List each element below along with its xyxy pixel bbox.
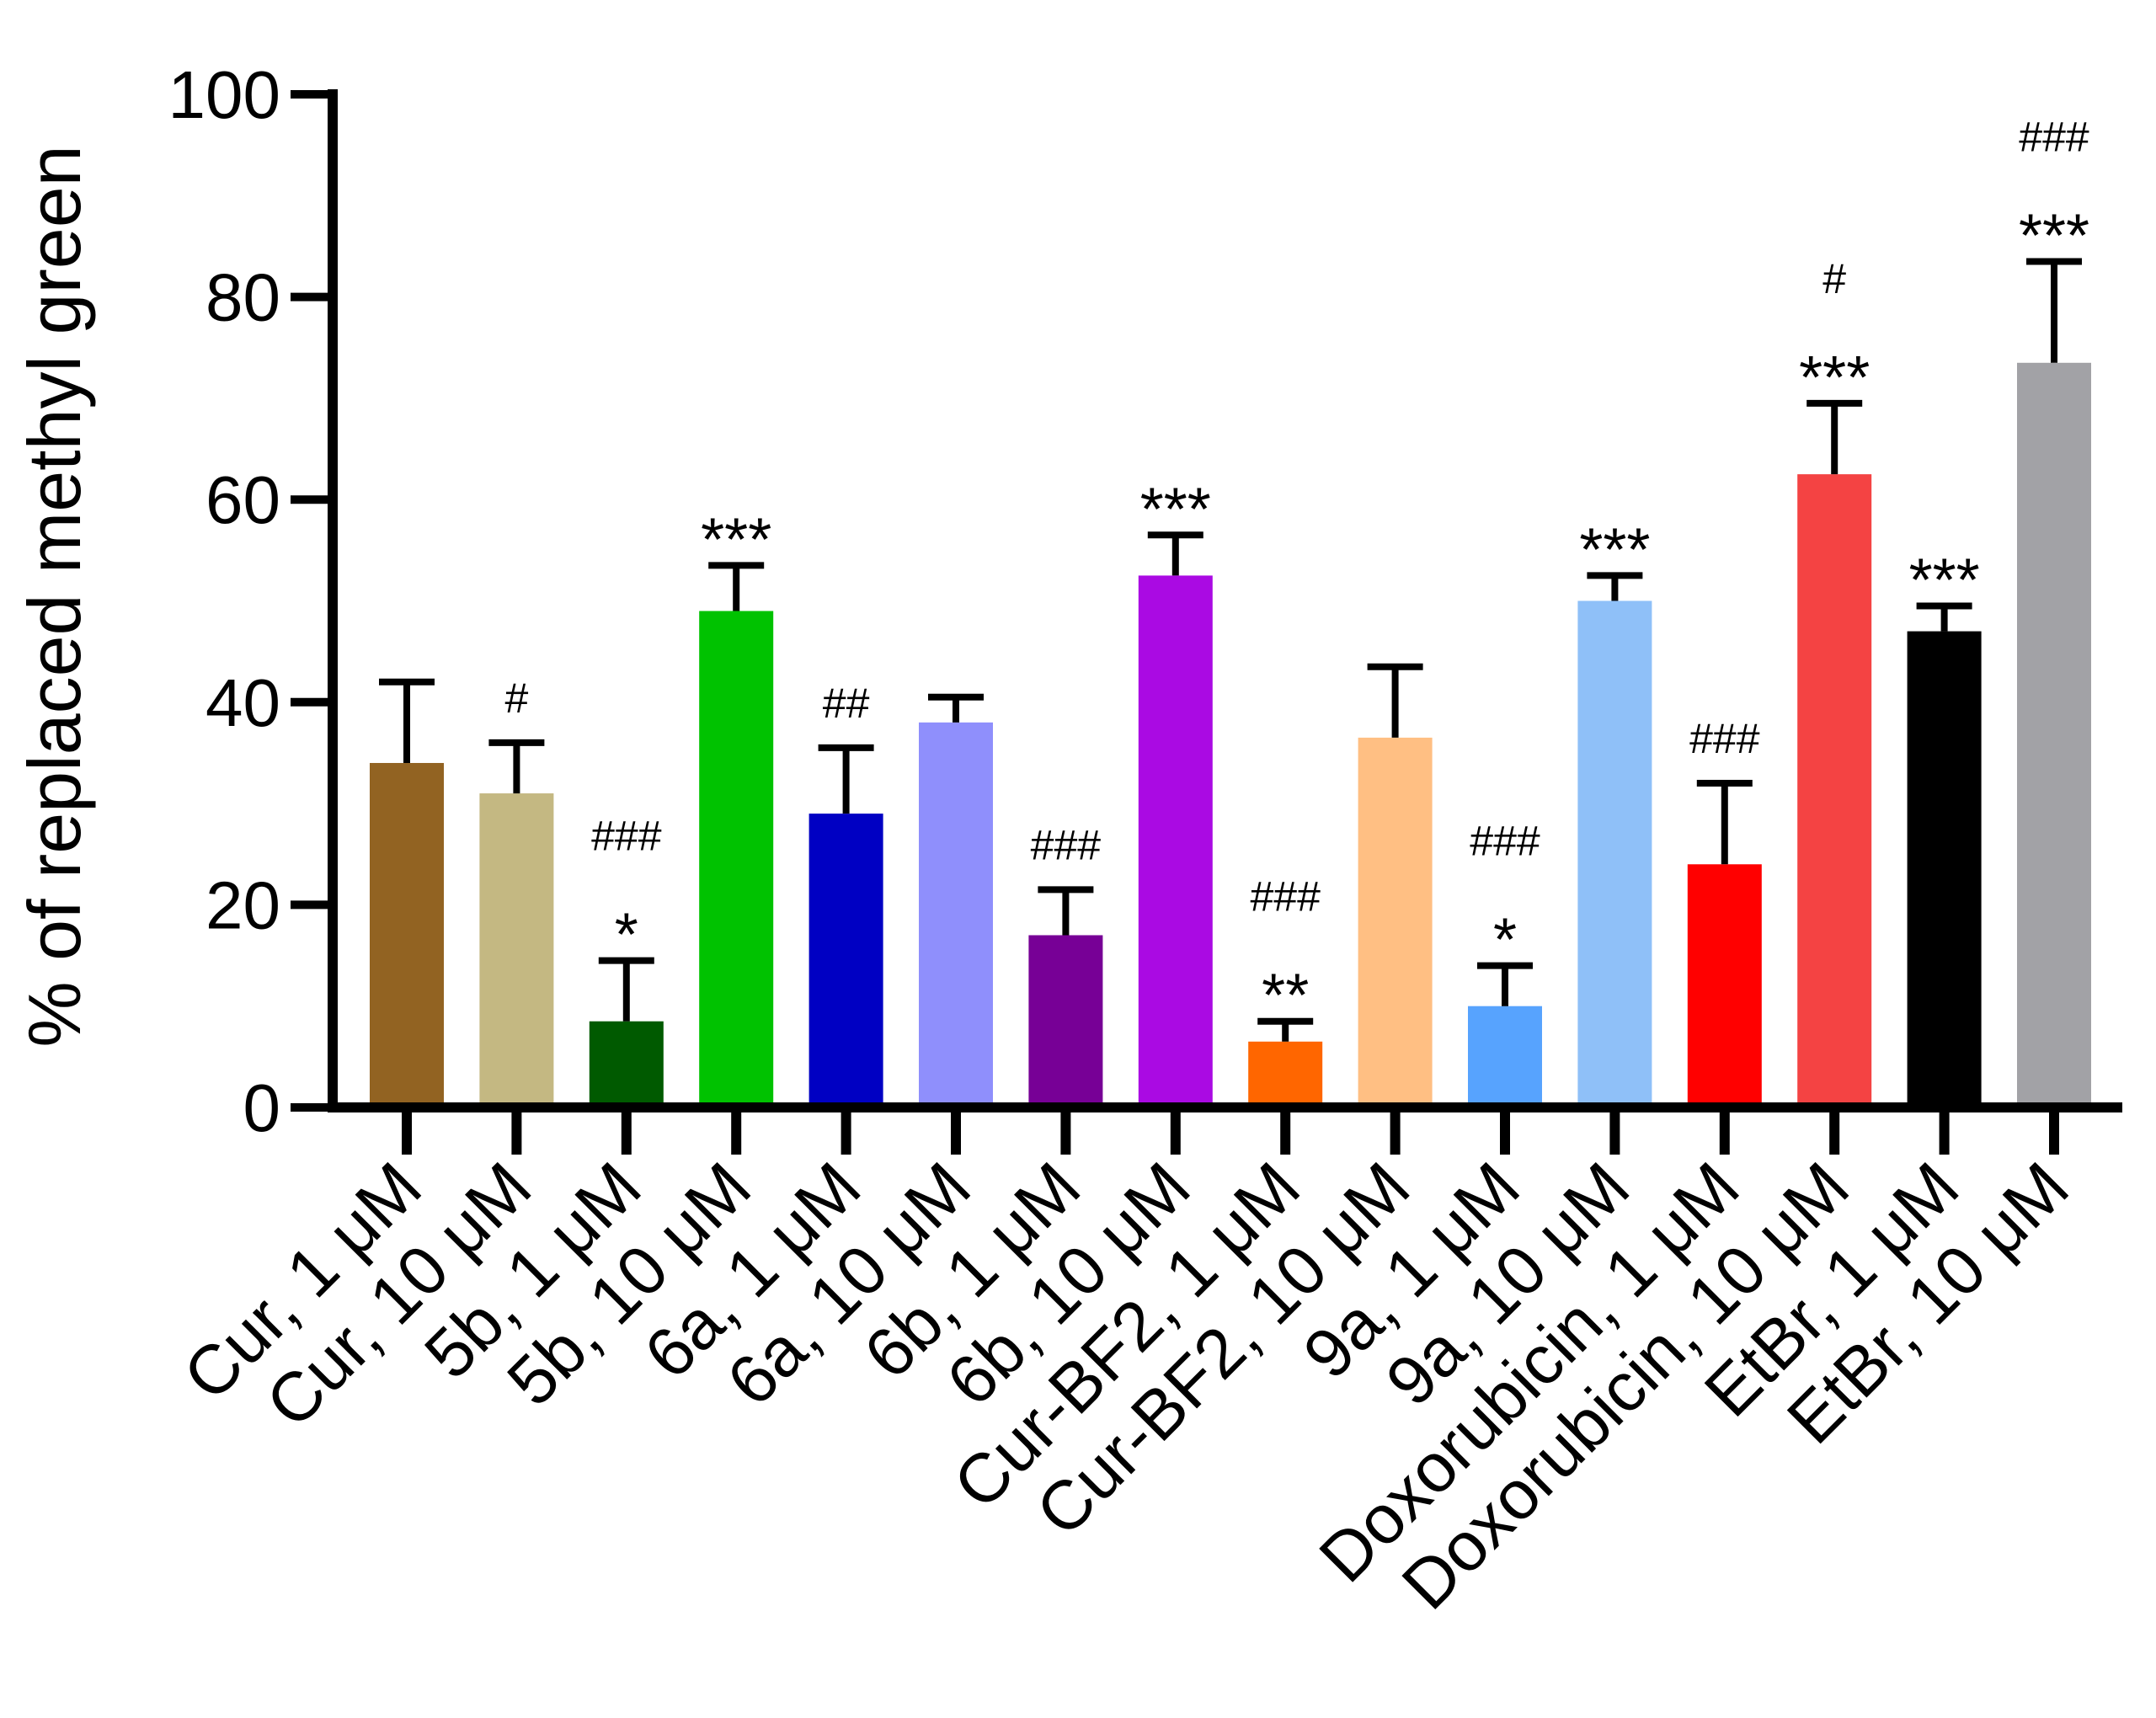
error-bar-14 — [1806, 399, 1863, 475]
y-tick-label-80: 80 — [205, 260, 280, 335]
error-bars-layer — [379, 258, 2082, 1042]
error-bar-2 — [488, 739, 545, 794]
bar-9 — [1248, 1041, 1323, 1107]
y-tick-label-100: 100 — [168, 57, 280, 132]
y-axis-title: % of replaced methyl green — [13, 145, 96, 1047]
bar-8 — [1138, 575, 1213, 1107]
significance-hashes-9: ### — [1250, 873, 1321, 920]
significance-stars-16: *** — [2019, 202, 2089, 269]
significance-stars-11: * — [1493, 907, 1517, 974]
bar-15 — [1907, 631, 1982, 1107]
error-bar-3 — [598, 957, 654, 1022]
bars-layer — [370, 362, 2091, 1107]
error-bar-1 — [379, 678, 435, 763]
error-bar-15 — [1916, 602, 1972, 632]
significance-hashes-11: ### — [1470, 818, 1540, 865]
error-bar-10 — [1367, 663, 1423, 738]
significance-stars-9: ** — [1262, 963, 1309, 1030]
error-bar-5 — [818, 744, 874, 814]
significance-hashes-7: ### — [1031, 821, 1102, 868]
error-bar-7 — [1038, 886, 1094, 936]
axes-layer: 0 20 40 60 80 100 — [168, 57, 2122, 1155]
significance-hashes-14: # — [1822, 255, 1846, 302]
significance-stars-14: *** — [1799, 344, 1870, 412]
significance-stars-4: *** — [701, 506, 771, 574]
significance-hashes-2: # — [504, 675, 528, 722]
bar-7 — [1028, 935, 1103, 1107]
error-bar-12 — [1587, 572, 1643, 601]
error-bar-13 — [1696, 780, 1753, 865]
bar-3 — [589, 1021, 664, 1107]
significance-hashes-13: ### — [1689, 715, 1760, 762]
bar-6 — [919, 722, 993, 1107]
y-tick-label-40: 40 — [205, 665, 280, 740]
y-tick-label-60: 60 — [205, 462, 280, 537]
error-bar-8 — [1147, 531, 1203, 576]
error-bar-9 — [1257, 1017, 1314, 1042]
bar-5 — [808, 814, 883, 1107]
bar-10 — [1358, 737, 1433, 1107]
error-bar-16 — [2026, 258, 2082, 363]
bar-11 — [1468, 1006, 1542, 1107]
significance-labels-layer: #*###***#####*****###*###***###***#*****… — [504, 113, 2089, 1029]
y-tick-label-0: 0 — [243, 1070, 281, 1145]
bar-2 — [479, 793, 554, 1107]
bar-12 — [1577, 600, 1652, 1107]
y-tick-label-20: 20 — [205, 867, 280, 942]
bar-14 — [1797, 474, 1872, 1107]
significance-stars-8: *** — [1140, 476, 1211, 543]
significance-stars-15: *** — [1909, 547, 1980, 615]
error-bar-11 — [1477, 962, 1533, 1006]
bar-4 — [699, 611, 774, 1107]
bar-13 — [1687, 864, 1762, 1107]
bar-16 — [2017, 362, 2091, 1107]
significance-hashes-16: ### — [2019, 113, 2089, 160]
error-bar-6 — [928, 693, 984, 723]
significance-hashes-5: ## — [823, 680, 870, 727]
significance-hashes-3: ### — [591, 813, 662, 860]
bar-1 — [370, 762, 444, 1107]
significance-stars-12: *** — [1579, 516, 1650, 584]
significance-stars-3: * — [615, 902, 638, 969]
error-bar-4 — [708, 562, 765, 611]
